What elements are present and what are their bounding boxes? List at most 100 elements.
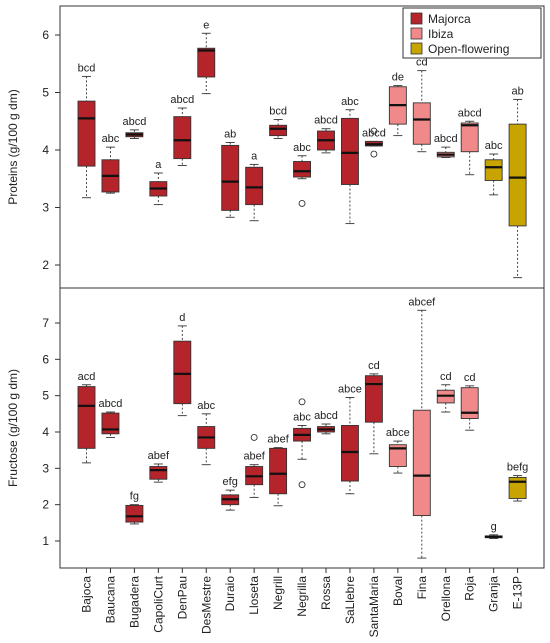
fructose-box-lloseta: abef — [243, 434, 266, 498]
proteins-box-negrill: bcd — [269, 106, 288, 139]
outlier-point — [250, 434, 258, 441]
significance-letters: abcd — [99, 398, 123, 410]
fructose-y-axis-label: Fructose (g/100 g dm) — [6, 369, 20, 487]
significance-letters: efg — [223, 476, 238, 488]
fructose-box-negrilla: abc — [293, 398, 311, 489]
x-tick-label-bugadera: Bugadera — [127, 576, 141, 628]
legend-item-open-flowering: Open-flowering — [410, 42, 509, 56]
proteins-y-tick-label: 5 — [42, 86, 49, 100]
outlier-point — [298, 200, 306, 207]
proteins-box-sallebre: abc — [341, 96, 359, 225]
significance-letters: bcd — [78, 62, 96, 74]
significance-letters: abcd — [314, 410, 338, 422]
legend-swatch-majorca — [410, 12, 423, 25]
fructose-y-tick-label: 5 — [42, 389, 49, 403]
box-iqr — [341, 117, 359, 185]
proteins-box-baucana: abc — [101, 133, 120, 194]
legend-swatch-open-flowering — [410, 42, 423, 55]
x-tick-label-negrill: Negrill — [271, 576, 285, 610]
significance-letters: abcd — [434, 133, 458, 145]
box-iqr — [173, 340, 192, 405]
legend-item-majorca: Majorca — [410, 12, 471, 26]
fructose-box-baucana: abcd — [99, 398, 123, 438]
box-iqr — [173, 116, 192, 160]
significance-letters: abcd — [362, 127, 386, 139]
legend: Majorca Ibiza Open-flowering — [402, 7, 542, 59]
fructose-box-granja: g — [484, 521, 503, 539]
fructose-box-boval: abce — [386, 427, 410, 474]
significance-letters: de — [392, 72, 404, 84]
legend-item-ibiza: Ibiza — [410, 27, 454, 41]
legend-frame — [402, 7, 542, 59]
significance-letters: abcd — [314, 115, 338, 127]
box-iqr — [77, 386, 96, 449]
x-tick-label-denpau: DenPau — [175, 576, 189, 619]
fructose-box-negrill: abef — [267, 434, 290, 507]
proteins-box-denpau: abcd — [170, 94, 194, 166]
fructose-box-bugadera: fg — [125, 491, 144, 525]
box-iqr — [221, 144, 240, 211]
fructose-y-tick-label: 6 — [42, 352, 49, 366]
box-iqr — [341, 425, 359, 482]
fructose-y-tick-label: 4 — [42, 425, 49, 439]
x-tick-label-duraio: Duraio — [223, 576, 237, 612]
significance-letters: d — [179, 312, 185, 324]
significance-letters: abc — [293, 411, 311, 423]
significance-letters: abc — [102, 133, 120, 145]
significance-letters: abc — [341, 96, 359, 108]
significance-letters: abef — [243, 451, 265, 463]
outlier-point — [370, 127, 378, 135]
box-iqr — [245, 166, 264, 206]
x-axis: Bajoca Baucana Bugadera CapoliCurt DenPau Des… — [80, 568, 525, 637]
x-tick-label-orellona: Orellona — [439, 576, 453, 622]
significance-letters: befg — [507, 462, 528, 474]
proteins-box-boval: de — [388, 72, 407, 137]
x-tick-label-granja: Granja — [487, 576, 501, 612]
proteins-boxes: bcdabcabcdaabcdeababcdabcabcdabcabcddecd… — [77, 19, 527, 279]
fructose-box-capolicurt: abef — [148, 450, 170, 483]
fructose-box-roja: cd — [460, 372, 479, 431]
box-iqr — [293, 161, 311, 178]
legend-label-ibiza: Ibiza — [428, 27, 454, 41]
outlier-point — [370, 150, 378, 158]
legend-label-majorca: Majorca — [428, 12, 471, 26]
fructose-box-duraio: efg — [221, 476, 240, 511]
box-iqr — [125, 504, 144, 523]
box-iqr — [269, 447, 288, 495]
significance-letters: abcef — [408, 296, 436, 308]
box-iqr — [484, 159, 503, 181]
x-tick-label-roja: Roja — [463, 576, 477, 601]
proteins-box-duraio: ab — [221, 129, 240, 218]
significance-letters: a — [251, 150, 258, 162]
legend-swatch-ibiza — [410, 27, 423, 40]
significance-letters: ab — [224, 129, 236, 141]
box-iqr — [77, 100, 96, 167]
significance-letters: abce — [338, 383, 362, 395]
legend-label-open-flowering: Open-flowering — [428, 42, 509, 56]
proteins-box-granja: abc — [484, 140, 503, 196]
box-iqr — [412, 102, 431, 145]
significance-letters: ab — [511, 85, 523, 97]
x-tick-label-lloseta: Lloseta — [247, 576, 261, 615]
box-iqr — [269, 124, 288, 137]
significance-letters: g — [491, 521, 497, 533]
proteins-box-e-13p: ab — [508, 85, 527, 279]
proteins-box-rossa: abcd — [314, 115, 338, 154]
significance-letters: acd — [78, 371, 96, 383]
proteins-box-bugadera: abcd — [122, 116, 146, 139]
proteins-box-lloseta: a — [245, 150, 264, 222]
outlier-point — [298, 398, 306, 406]
x-tick-label-sallebre: SaLlebre — [343, 576, 357, 624]
significance-letters: abcd — [458, 107, 482, 119]
box-iqr — [364, 375, 383, 423]
fructose-y-tick-label: 2 — [42, 498, 49, 512]
proteins-box-negrilla: abc — [293, 142, 311, 207]
fructose-box-fina: abcef — [408, 296, 436, 559]
significance-letters: fg — [130, 491, 139, 503]
fructose-y-tick-label: 1 — [42, 534, 49, 548]
proteins-box-bajoca: bcd — [77, 62, 96, 199]
significance-letters: bcd — [269, 106, 287, 118]
x-tick-label-rossa: Rossa — [319, 576, 333, 610]
